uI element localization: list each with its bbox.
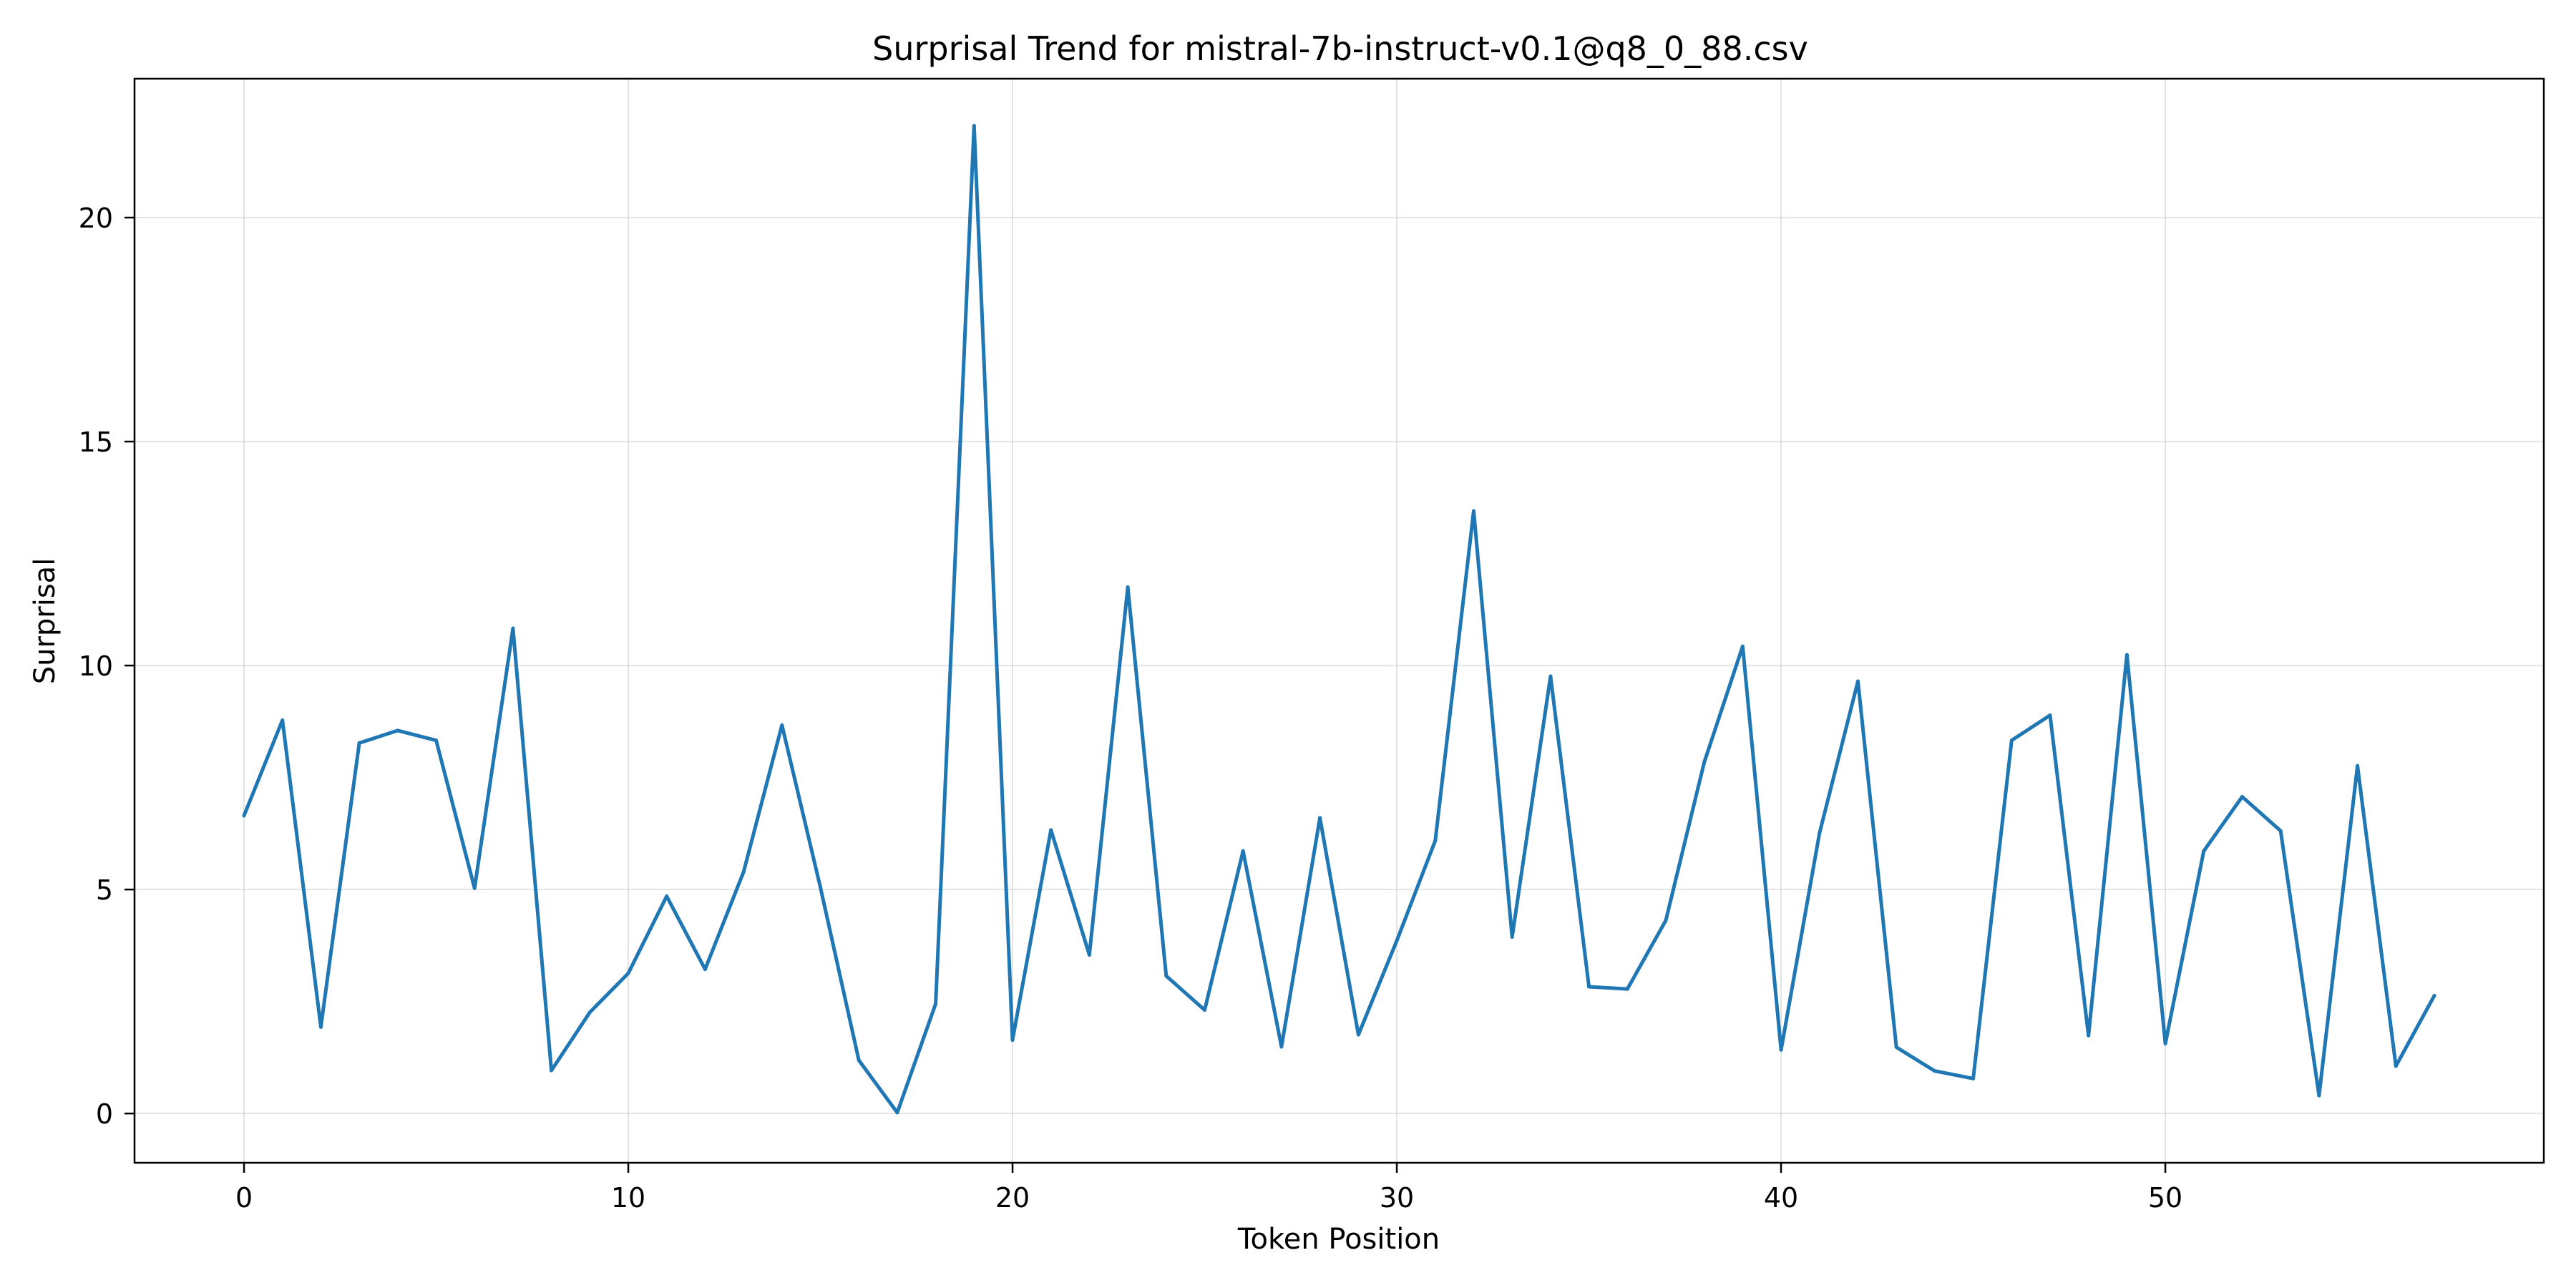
data-point [2240, 795, 2244, 799]
data-point [2432, 994, 2436, 997]
data-point [1894, 1045, 1898, 1049]
data-point [511, 626, 515, 630]
data-point [741, 870, 746, 874]
data-point [2278, 829, 2283, 833]
y-axis-ticks: 0 5 10 15 20 [79, 203, 135, 1130]
data-point [587, 1010, 592, 1015]
data-point [434, 738, 438, 743]
x-axis-ticks: 0 10 20 30 40 50 [235, 1163, 2182, 1214]
x-axis-label: Token Position [1237, 1223, 1440, 1256]
data-point [1472, 509, 1475, 513]
data-point [819, 885, 822, 889]
data-point [1279, 1045, 1284, 1049]
data-point [396, 728, 400, 733]
data-point [857, 1058, 861, 1063]
data-point [2163, 1042, 2167, 1045]
data-point [2356, 763, 2360, 768]
data-point [472, 886, 477, 890]
data-point [665, 894, 669, 898]
data-point [1318, 816, 1322, 820]
data-point [1702, 760, 1707, 764]
data-point [1010, 1038, 1015, 1042]
y-tick-label: 20 [79, 203, 113, 234]
x-tick-label: 40 [1764, 1182, 1798, 1214]
data-point [1856, 679, 1860, 683]
data-point [1664, 918, 1668, 922]
data-point [895, 1111, 899, 1115]
data-point [2317, 1093, 2321, 1098]
data-point [1164, 974, 1169, 978]
x-tick-label: 50 [2148, 1182, 2182, 1214]
data-point [357, 741, 361, 745]
data-point [280, 718, 285, 722]
data-point [1241, 849, 1245, 853]
y-axis-label: Surprisal [29, 558, 62, 685]
data-point [1779, 1048, 1783, 1052]
data-point [1510, 935, 1514, 939]
x-tick-label: 10 [611, 1182, 645, 1214]
data-point [1395, 939, 1399, 942]
x-tick-label: 0 [235, 1182, 253, 1214]
data-point [1087, 953, 1091, 957]
data-point [2202, 849, 2206, 853]
series-line [242, 124, 2436, 1115]
x-tick-label: 30 [1380, 1182, 1414, 1214]
plot-frame [133, 77, 2545, 1164]
data-point [972, 124, 976, 128]
data-point [1740, 644, 1745, 648]
data-point [2009, 738, 2014, 743]
grid-lines [135, 79, 2544, 1163]
y-tick-label: 0 [96, 1098, 113, 1130]
data-point [780, 723, 784, 727]
series-layer [242, 124, 2436, 1115]
data-point [626, 971, 630, 975]
data-point [1049, 828, 1053, 832]
data-point [2394, 1064, 2398, 1068]
data-point [2124, 653, 2129, 657]
data-point [1548, 674, 1553, 678]
x-tick-label: 20 [995, 1182, 1030, 1214]
data-point [934, 1002, 938, 1006]
y-tick-label: 10 [79, 650, 113, 682]
chart-title: Surprisal Trend for mistral-7b-instruct-… [872, 29, 1808, 68]
series-points [242, 124, 2436, 1115]
data-point [1203, 1008, 1206, 1012]
data-point [703, 967, 707, 972]
data-point [1971, 1076, 1976, 1080]
data-point [1933, 1069, 1937, 1073]
data-point [318, 1025, 323, 1029]
data-point [242, 814, 246, 818]
data-point [1126, 585, 1130, 589]
y-tick-label: 5 [96, 874, 113, 906]
data-point [1433, 839, 1438, 843]
data-point [2048, 713, 2052, 718]
y-tick-label: 15 [79, 426, 113, 458]
data-point [1818, 831, 1822, 835]
data-point [1587, 985, 1591, 989]
data-point [2087, 1033, 2091, 1038]
data-point [550, 1068, 554, 1073]
data-point [1625, 987, 1629, 991]
data-point [1356, 1033, 1360, 1037]
